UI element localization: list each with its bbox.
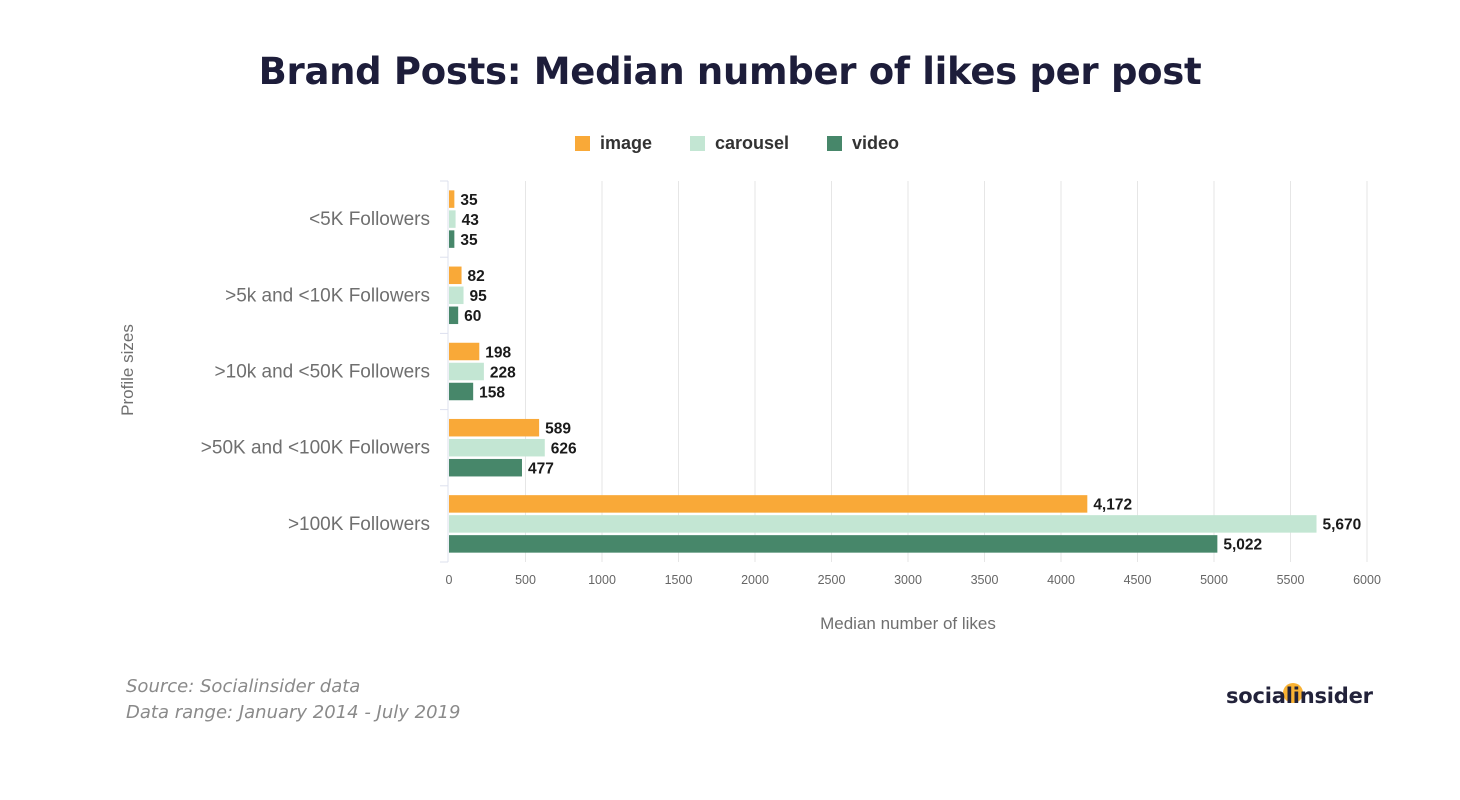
y-tick-label: >10k and <50K Followers [215, 362, 430, 383]
data-label-carousel: 228 [490, 364, 516, 381]
data-label-video: 158 [479, 384, 505, 401]
y-tick-label: >5k and <10K Followers [225, 285, 430, 306]
x-tick-label: 3000 [894, 573, 922, 587]
legend-swatch-video [827, 136, 843, 151]
data-label-video: 5,022 [1223, 537, 1262, 554]
y-tick-label: >50K and <100K Followers [201, 438, 430, 459]
legend-swatch-carousel [689, 136, 705, 151]
bar-image [449, 266, 462, 285]
x-tick-label: 5500 [1277, 573, 1305, 587]
bar-carousel [449, 515, 1317, 533]
data-label-video: 477 [528, 460, 554, 477]
bar-carousel [449, 210, 456, 228]
legend-label-video: video [852, 133, 900, 153]
legend-label-carousel: carousel [714, 133, 790, 153]
logo-dot-icon [1283, 683, 1303, 703]
bar-carousel [449, 362, 484, 381]
x-axis-title: Median number of likes [820, 614, 996, 633]
bar-video [449, 306, 459, 325]
x-tick-label: 4500 [1124, 573, 1152, 587]
bar-chart: 0 500 1000 1500 2000 2500 3000 3500 4000 4500 5000… [118, 180, 1381, 633]
bar-image [449, 495, 1088, 513]
x-tick-label: 1500 [665, 573, 693, 587]
bar-image [449, 190, 455, 208]
bar-image [449, 342, 480, 361]
x-tick-label: 4000 [1047, 573, 1075, 587]
x-tick-label: 1000 [588, 573, 616, 587]
data-label-carousel: 5,670 [1323, 517, 1362, 534]
chart-title: Brand Posts: Median number of likes per … [258, 50, 1202, 93]
brand-logo: socialinsider [1226, 684, 1373, 708]
data-label-carousel: 43 [462, 212, 480, 229]
data-label-carousel: 95 [470, 288, 488, 305]
x-tick-label: 6000 [1353, 573, 1381, 587]
y-axis-title: Profile sizes [118, 324, 137, 416]
chart-footer: Source: Socialinsider data Data range: J… [126, 674, 460, 726]
data-label-video: 35 [460, 232, 478, 249]
legend-item-image[interactable]: image [574, 133, 652, 154]
legend-label-image: image [599, 133, 652, 153]
data-label-image: 35 [460, 192, 478, 209]
data-label-video: 60 [464, 308, 481, 325]
x-tick-label: 2500 [818, 573, 846, 587]
source-note: Source: Socialinsider data [126, 676, 361, 697]
chart-legend: image carousel video [0, 133, 1460, 154]
bar-carousel [449, 438, 545, 457]
bar-video [449, 382, 474, 401]
data-label-carousel: 626 [551, 440, 577, 457]
data-range-note: Data range: January 2014 - July 2019 [126, 702, 461, 723]
bar-carousel [449, 286, 464, 305]
legend-item-carousel[interactable]: carousel [689, 133, 790, 154]
data-label-image: 198 [485, 344, 511, 361]
y-tick-label: <5K Followers [309, 209, 430, 230]
x-tick-label: 5000 [1200, 573, 1228, 587]
data-label-image: 589 [545, 420, 571, 437]
x-tick-label: 3500 [971, 573, 999, 587]
x-tick-label: 0 [446, 573, 453, 587]
legend-item-video[interactable]: video [827, 133, 899, 154]
x-tick-label: 2000 [741, 573, 769, 587]
legend-swatch-image [574, 136, 590, 151]
data-label-image: 82 [468, 268, 485, 285]
y-tick-label: >100K Followers [288, 514, 430, 535]
bar-video [449, 230, 455, 248]
bar-image [449, 418, 540, 437]
bar-video [449, 535, 1218, 553]
data-label-image: 4,172 [1093, 497, 1132, 514]
x-tick-label: 500 [515, 573, 536, 587]
bar-video [449, 458, 522, 477]
